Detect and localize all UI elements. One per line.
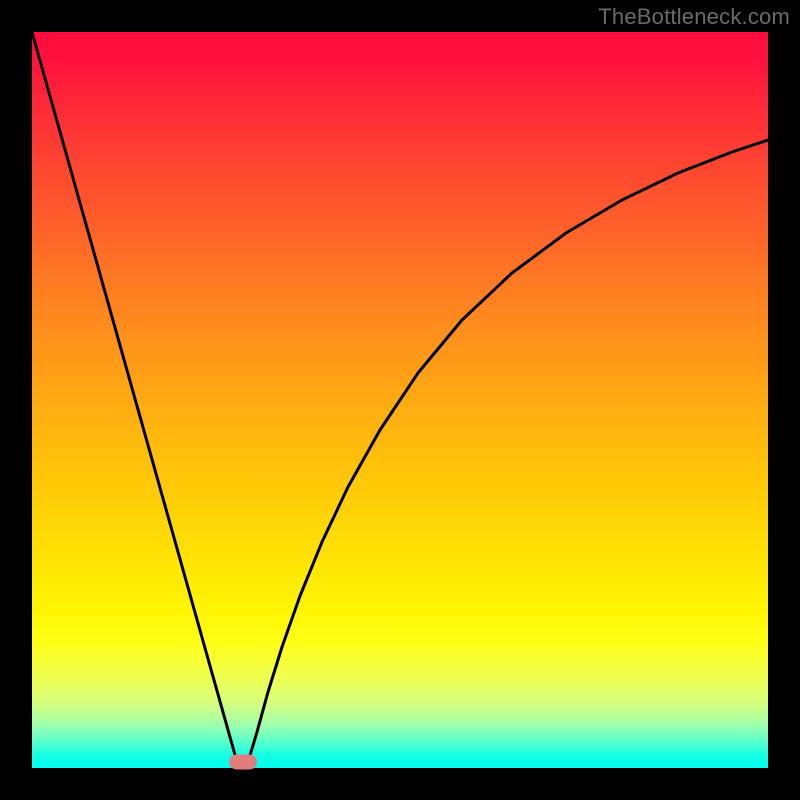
watermark-text: TheBottleneck.com — [598, 4, 790, 30]
gradient-background — [32, 32, 768, 768]
chart-frame: TheBottleneck.com — [0, 0, 800, 800]
minimum-marker — [229, 755, 257, 770]
plot-area — [32, 32, 768, 768]
